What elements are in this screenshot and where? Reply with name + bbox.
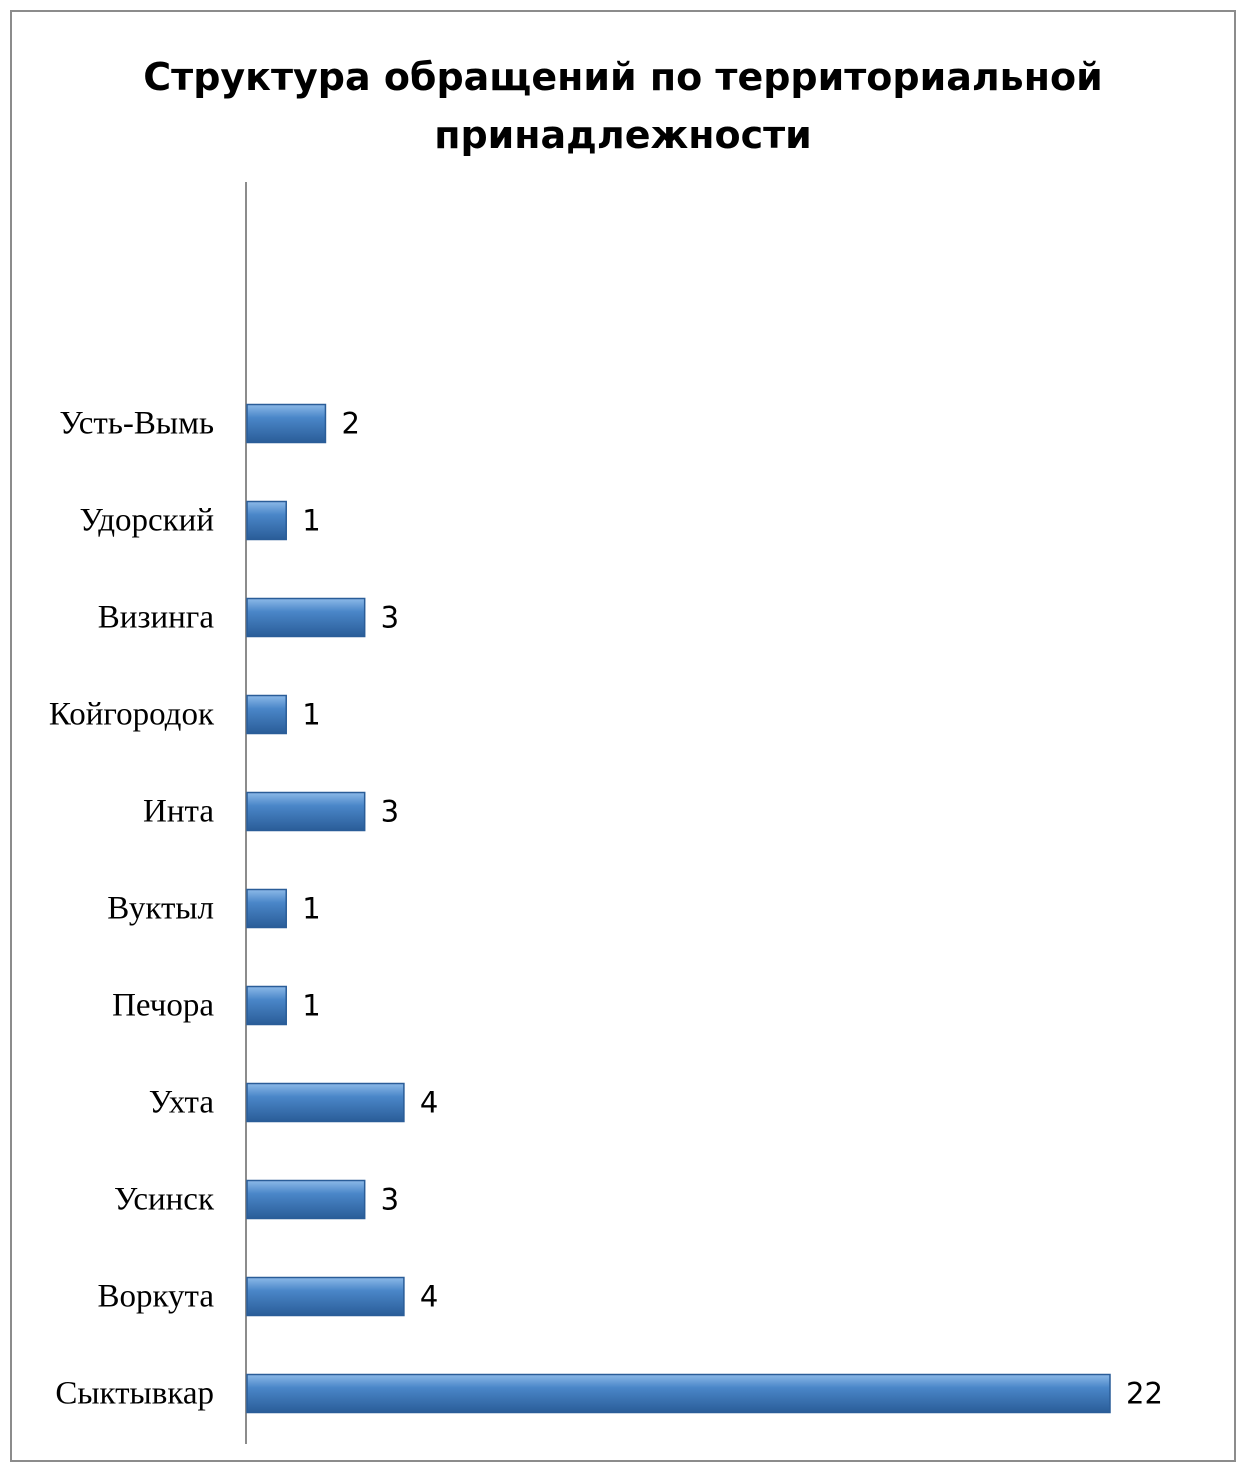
bar-3 (246, 1082, 405, 1123)
value-label-8: 3 (381, 601, 399, 635)
value-label-3: 4 (420, 1086, 438, 1120)
bar-8 (246, 597, 366, 638)
category-label-0: Сыктывкар (55, 1376, 214, 1412)
bar-10 (246, 403, 327, 444)
bar-1 (246, 1276, 405, 1317)
value-label-5: 1 (302, 892, 320, 926)
value-label-6: 3 (381, 795, 399, 829)
bar-2 (246, 1179, 366, 1220)
category-label-5: Вуктыл (107, 891, 214, 927)
category-label-7: Койгородок (49, 697, 215, 733)
category-label-1: Воркута (97, 1279, 214, 1315)
category-label-4: Печора (112, 988, 214, 1024)
chart-title-line-2: принадлежности (434, 113, 812, 157)
bar-6 (246, 791, 366, 832)
bar-7 (246, 694, 287, 735)
category-label-3: Ухта (149, 1085, 215, 1121)
category-label-2: Усинск (114, 1182, 215, 1218)
bar-9 (246, 500, 287, 541)
chart-title: Структура обращений по территориальной п… (12, 48, 1234, 164)
value-label-0: 22 (1126, 1377, 1163, 1411)
value-label-10: 2 (341, 407, 359, 441)
category-label-8: Визинга (98, 600, 215, 636)
chart-title-line-1: Структура обращений по территориальной (143, 55, 1103, 99)
value-label-1: 4 (420, 1280, 438, 1314)
value-label-2: 3 (381, 1183, 399, 1217)
bar-4 (246, 985, 287, 1026)
category-label-10: Усть-Вымь (59, 406, 214, 442)
value-label-9: 1 (302, 504, 320, 538)
category-label-6: Инта (143, 794, 214, 830)
category-label-9: Удорский (79, 503, 214, 539)
value-label-7: 1 (302, 698, 320, 732)
bar-5 (246, 888, 287, 929)
chart-frame: Структура обращений по территориальной п… (10, 10, 1236, 1462)
value-label-4: 1 (302, 989, 320, 1023)
bar-0 (246, 1373, 1111, 1414)
